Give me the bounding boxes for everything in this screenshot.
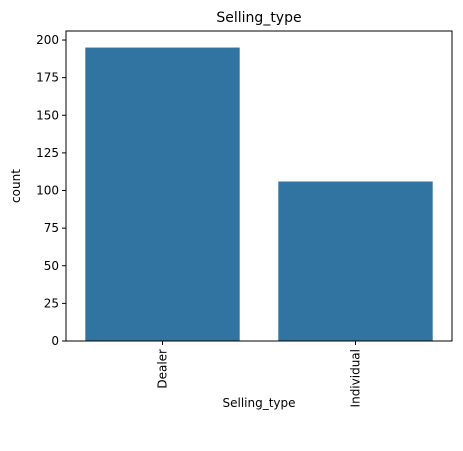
y-tick-label: 100 <box>36 184 59 198</box>
plot-area <box>85 47 433 341</box>
x-tick-label: Dealer <box>156 349 170 389</box>
chart-title: Selling_type <box>216 10 301 26</box>
y-tick-label: 200 <box>36 33 59 47</box>
bar-individual <box>278 181 433 341</box>
x-axis-ticks: Dealer Individual <box>156 341 363 407</box>
x-tick-label: Individual <box>349 349 363 407</box>
y-tick-label: 0 <box>51 334 59 348</box>
bar-dealer <box>85 47 240 341</box>
y-axis-label: count <box>9 169 23 203</box>
y-tick-label: 50 <box>44 259 59 273</box>
y-tick-label: 150 <box>36 108 59 122</box>
y-tick-label: 125 <box>36 146 59 160</box>
plot-frame <box>65 30 453 342</box>
y-tick-label: 175 <box>36 71 59 85</box>
y-axis-ticks: 0 25 50 75 100 125 150 175 200 <box>36 33 66 348</box>
x-axis-label: Selling_type <box>222 396 295 410</box>
y-tick-label: 75 <box>44 221 59 235</box>
y-tick-label: 25 <box>44 296 59 310</box>
